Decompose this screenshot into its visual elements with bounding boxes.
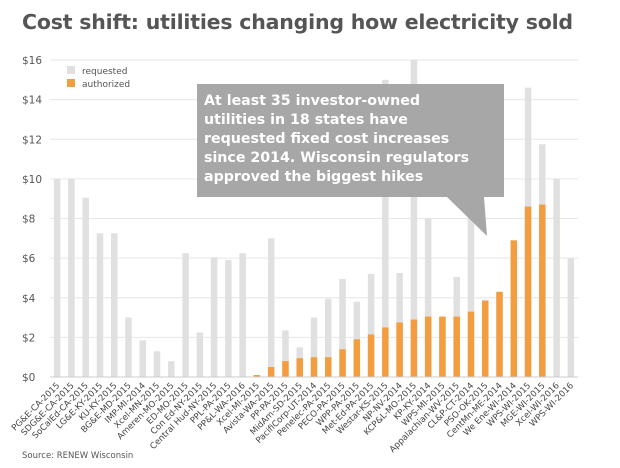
y-tick-label: $4: [22, 293, 36, 305]
bar-authorized: [325, 357, 332, 377]
bar-authorized: [510, 240, 518, 377]
bar-requested: [153, 351, 161, 377]
bar-authorized: [267, 367, 275, 377]
bar-requested: [325, 298, 332, 377]
annotation-line: requested fixed cost increases: [204, 131, 449, 147]
bar-requested: [82, 197, 89, 377]
y-axis-ticks: $0 $2 $4 $6 $8 $10 $12 $14 $16: [22, 55, 42, 384]
annotation-line: utilities in 18 states have: [204, 112, 408, 128]
bar-authorized: [339, 349, 346, 377]
y-tick-label: $6: [22, 253, 36, 265]
bar-authorized: [367, 334, 375, 377]
bar-authorized: [439, 316, 446, 377]
source-note: Source: RENEW Wisconsin: [22, 451, 134, 461]
bar-authorized: [310, 357, 318, 377]
bar-requested: [410, 60, 418, 377]
bar-requested: [168, 361, 175, 377]
bar-authorized: [453, 316, 460, 377]
bar-requested: [96, 233, 104, 377]
bar-authorized: [382, 327, 389, 377]
bar-requested: [225, 260, 232, 377]
bar-authorized: [353, 339, 361, 377]
legend-swatch-authorized: [67, 79, 75, 87]
bars: [53, 60, 575, 378]
y-tick-label: $0: [22, 372, 35, 384]
bar-authorized: [296, 358, 303, 377]
bar-authorized: [282, 361, 289, 377]
annotation-text: At least 35 investor-owned utilities in 1…: [204, 93, 469, 185]
y-tick-label: $10: [22, 174, 42, 186]
bar-authorized: [539, 204, 546, 377]
chart-title: Cost shift: utilities changing how elect…: [22, 10, 573, 34]
bar-requested: [53, 178, 61, 377]
y-tick-label: $8: [22, 214, 35, 226]
bar-authorized: [424, 316, 432, 377]
annotation-callout: At least 35 investor-owned utilities in 1…: [197, 84, 504, 236]
bar-requested: [424, 218, 432, 377]
annotation-line: approved the biggest hikes: [204, 169, 423, 185]
bar-authorized: [496, 291, 503, 377]
bar-requested: [467, 188, 475, 377]
bar-requested: [267, 238, 275, 377]
legend-swatch-requested: [67, 66, 75, 74]
bar-requested: [110, 233, 118, 377]
legend-label-requested: requested: [82, 67, 127, 77]
bar-requested: [139, 340, 147, 377]
y-tick-label: $12: [22, 134, 42, 146]
bar-requested: [239, 253, 246, 377]
x-axis-labels: PG&E-CA-2015SDG&E-CA-2015SoCalEd-CA-2015…: [10, 381, 576, 455]
bar-authorized: [253, 375, 261, 377]
bar-authorized: [396, 322, 403, 377]
bar-authorized: [410, 319, 418, 377]
callout-box: [197, 84, 504, 236]
bar-authorized: [524, 206, 532, 377]
bar-requested: [310, 317, 318, 377]
bar-requested: [339, 278, 346, 377]
bar-requested: [182, 253, 189, 377]
bar-requested: [210, 257, 218, 377]
legend-label-authorized: authorized: [82, 80, 130, 90]
bar-authorized: [481, 300, 489, 377]
y-tick-label: $2: [22, 332, 35, 344]
bar-requested: [382, 79, 389, 377]
bar-authorized: [467, 311, 475, 377]
bar-requested: [567, 258, 575, 377]
bar-requested: [282, 330, 289, 377]
bar-requested: [553, 178, 560, 377]
bar-requested: [367, 273, 375, 377]
y-tick-label: $16: [22, 55, 42, 67]
annotation-line: since 2014. Wisconsin regulators: [204, 150, 469, 166]
legend: requested authorized: [67, 66, 130, 90]
annotation-line: At least 35 investor-owned: [204, 93, 420, 109]
bar-requested: [68, 178, 75, 377]
y-tick-label: $14: [22, 95, 42, 107]
bar-requested: [196, 332, 204, 377]
bar-requested: [125, 317, 132, 377]
